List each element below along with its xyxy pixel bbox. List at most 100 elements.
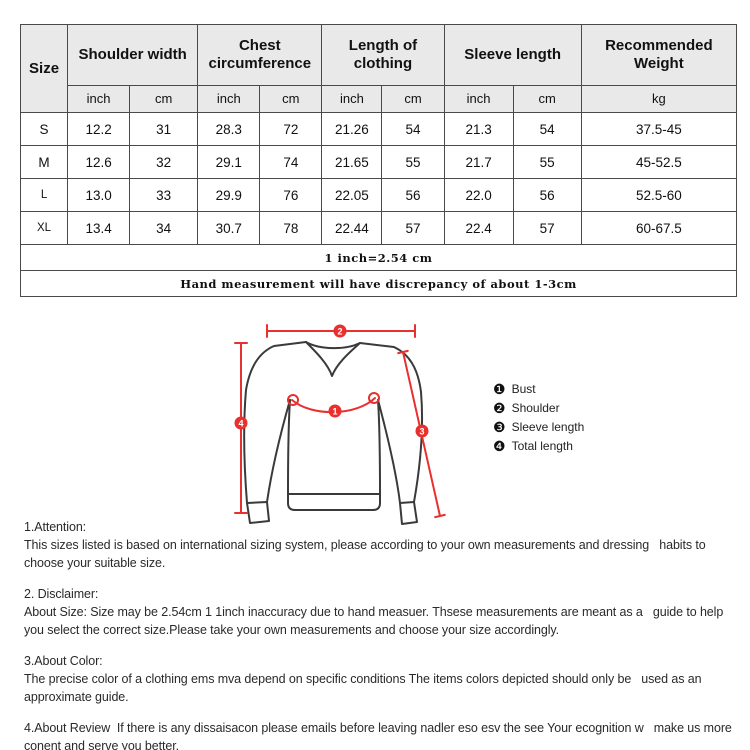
unit-header: cm: [512, 85, 582, 113]
size-label: L: [19, 178, 69, 212]
notes-sections: 1.Attention: This sizes listed is based …: [24, 518, 733, 750]
cell: 12.6: [67, 145, 131, 179]
column-header-size: Size: [19, 24, 69, 113]
table-row-size-l: L 13.0 33 29.9 76 22.05 56 22.0 56 52.5-…: [19, 178, 738, 212]
cell: 52.5-60: [580, 178, 738, 212]
size-label: S: [19, 112, 69, 146]
section-about-review: 4.About Review If there is any dissaisac…: [24, 719, 733, 750]
cell: 78: [259, 211, 323, 245]
total-length-line: 4: [234, 342, 248, 514]
legend-label: Sleeve length: [511, 419, 585, 434]
marker-badge-3: [415, 424, 429, 438]
cell: 31: [129, 112, 199, 146]
cell: 13.4: [67, 211, 131, 245]
sleeve-length-line: 3: [397, 349, 446, 519]
size-label: M: [19, 145, 69, 179]
cell: 33: [129, 178, 199, 212]
bust-line: 1: [287, 392, 380, 418]
cell: 76: [259, 178, 323, 212]
cell: 55: [381, 145, 445, 179]
section-heading: 2. Disclaimer:: [24, 587, 99, 601]
cell: 37.5-45: [580, 112, 738, 146]
shoulder-width-line: 2: [266, 324, 416, 338]
cell: 22.0: [443, 178, 514, 212]
marker-number: 2: [337, 326, 342, 336]
section-body: This sizes listed is based on internatio…: [24, 538, 709, 570]
cell: 22.05: [321, 178, 383, 212]
table-note-row: Hand measurement will have discrepancy o…: [20, 270, 737, 297]
circled-1-icon: ❶: [493, 380, 506, 397]
size-chart-table: Size Shoulder width Chest circumference …: [19, 24, 738, 297]
measurement-discrepancy-note: Hand measurement will have discrepancy o…: [20, 270, 737, 297]
legend-label: Shoulder: [511, 400, 560, 415]
cell: 30.7: [197, 211, 261, 245]
cell: 21.7: [443, 145, 514, 179]
section-body: About Size: Size may be 2.54cm 1 1inch i…: [24, 605, 727, 637]
marker-number: 1: [332, 406, 337, 416]
circled-4-icon: ❹: [493, 437, 506, 454]
circled-3-icon: ❸: [493, 418, 506, 435]
legend-item-shoulder: ❷ Shoulder: [493, 398, 584, 417]
unit-header: inch: [443, 85, 514, 113]
cell: 32: [129, 145, 199, 179]
cell: 29.1: [197, 145, 261, 179]
cell: 29.9: [197, 178, 261, 212]
table-note-row: 1 inch=2.54 cm: [20, 244, 737, 271]
sweater-measurement-diagram: 2 4 1 3: [234, 324, 446, 525]
diagram-legend: ❶ Bust ❷ Shoulder ❸ Sleeve length ❹ Tota…: [493, 379, 584, 455]
cell: 72: [259, 112, 323, 146]
unit-header: inch: [321, 85, 383, 113]
cell: 22.4: [443, 211, 514, 245]
column-header-length-of-clothing: Length of clothing: [321, 24, 445, 86]
unit-header-kg: kg: [580, 85, 738, 113]
unit-header: inch: [67, 85, 131, 113]
table-row-size-s: S 12.2 31 28.3 72 21.26 54 21.3 54 37.5-…: [19, 112, 738, 146]
column-header-sleeve-length: Sleeve length: [443, 24, 582, 86]
cell: 56: [512, 178, 582, 212]
marker-number: 3: [419, 426, 424, 436]
section-heading: 3.About Color:: [24, 654, 103, 668]
cell: 74: [259, 145, 323, 179]
table-row-size-xl: XL 13.4 34 30.7 78 22.44 57 22.4 57 60-6…: [19, 211, 738, 245]
legend-item-total-length: ❹ Total length: [493, 436, 584, 455]
circled-2-icon: ❷: [493, 399, 506, 416]
column-header-chest-circumference: Chest circumference: [197, 24, 323, 86]
unit-header: cm: [129, 85, 199, 113]
unit-header: cm: [381, 85, 445, 113]
section-attention: 1.Attention: This sizes listed is based …: [24, 518, 733, 572]
cell: 12.2: [67, 112, 131, 146]
cell: 21.65: [321, 145, 383, 179]
column-header-recommended-weight: Recommended Weight: [580, 24, 738, 86]
cell: 45-52.5: [580, 145, 738, 179]
cell: 13.0: [67, 178, 131, 212]
unit-header: inch: [197, 85, 261, 113]
legend-label: Bust: [511, 381, 536, 396]
size-label: XL: [19, 211, 69, 245]
cell: 21.3: [443, 112, 514, 146]
legend-item-sleeve-length: ❸ Sleeve length: [493, 417, 584, 436]
section-disclaimer: 2. Disclaimer: About Size: Size may be 2…: [24, 585, 733, 639]
cell: 21.26: [321, 112, 383, 146]
marker-badge-1: [328, 404, 342, 418]
column-header-shoulder-width: Shoulder width: [67, 24, 199, 86]
sweater-outline: [243, 341, 423, 525]
section-heading: 4.About Review: [24, 721, 114, 735]
cell: 57: [381, 211, 445, 245]
inch-conversion-note: 1 inch=2.54 cm: [20, 244, 737, 271]
cell: 55: [512, 145, 582, 179]
cell: 56: [381, 178, 445, 212]
cell: 54: [381, 112, 445, 146]
unit-header: cm: [259, 85, 323, 113]
cell: 34: [129, 211, 199, 245]
table-row-size-m: M 12.6 32 29.1 74 21.65 55 21.7 55 45-52…: [19, 145, 738, 179]
cell: 57: [512, 211, 582, 245]
legend-item-bust: ❶ Bust: [493, 379, 584, 398]
cell: 28.3: [197, 112, 261, 146]
section-body: The precise color of a clothing ems mva …: [24, 672, 705, 704]
marker-badge-4: [234, 416, 248, 430]
cell: 22.44: [321, 211, 383, 245]
legend-label: Total length: [511, 438, 573, 453]
section-heading: 1.Attention:: [24, 520, 87, 534]
cell: 60-67.5: [580, 211, 738, 245]
